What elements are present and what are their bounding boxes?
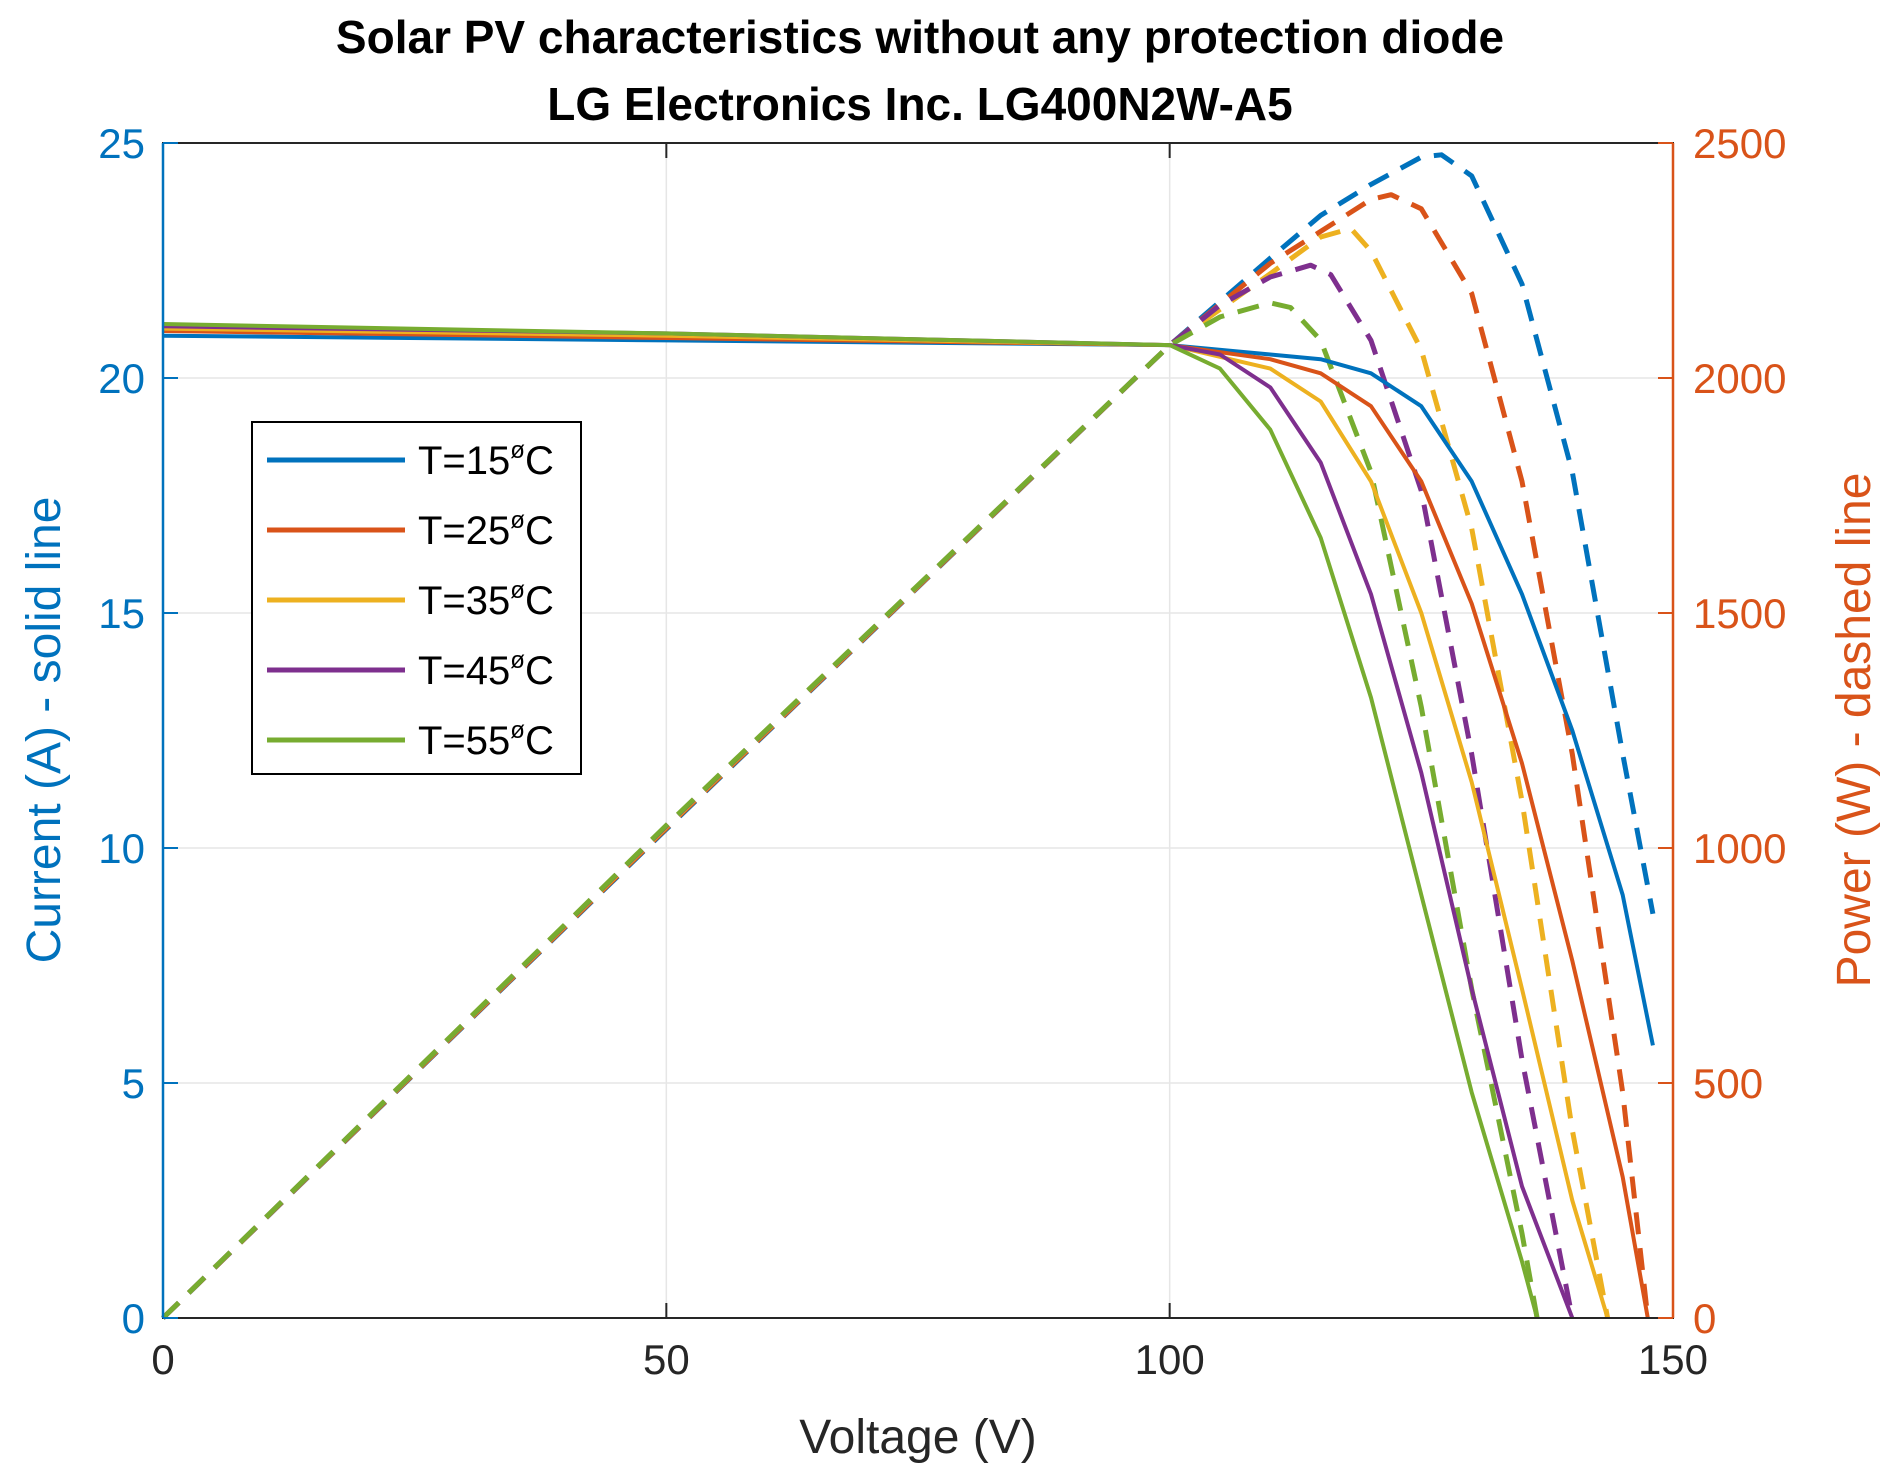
right-axis-label: Power (W) - dashed line: [1828, 473, 1881, 988]
legend-label-1: T=15øC: [418, 437, 554, 483]
x-tick-label: 100: [1135, 1336, 1205, 1383]
x-tick-label: 0: [151, 1336, 174, 1383]
legend-label-unit: C: [525, 509, 554, 553]
legend-label-degree: ø: [510, 717, 525, 744]
legend-label-prefix: T=55: [418, 719, 510, 763]
x-axis-label: Voltage (V): [799, 1411, 1036, 1464]
legend-label-prefix: T=25: [418, 509, 510, 553]
plot-series: [161, 152, 1656, 1320]
legend-label-degree: ø: [510, 647, 525, 674]
right-tick-label: 2500: [1693, 120, 1786, 167]
legend-label-5: T=55øC: [418, 717, 554, 763]
legend-label-3: T=35øC: [418, 577, 554, 623]
legend-label-prefix: T=45: [418, 649, 510, 693]
legend-label-4: T=45øC: [418, 647, 554, 693]
current-line-series-5: [162, 322, 1540, 1319]
left-tick-label: 25: [98, 120, 145, 167]
legend-label-degree: ø: [510, 437, 525, 464]
left-tick-label: 10: [98, 825, 145, 872]
legend-label-2: T=25øC: [418, 507, 554, 553]
legend-label-unit: C: [525, 439, 554, 483]
right-tick-label: 500: [1693, 1060, 1763, 1107]
left-tick-label: 0: [122, 1295, 145, 1342]
legend-label-degree: ø: [510, 507, 525, 534]
legend-label-unit: C: [525, 649, 554, 693]
power-line-series-2: [161, 192, 1651, 1320]
left-tick-label: 20: [98, 355, 145, 402]
power-line-series-3: [161, 226, 1611, 1320]
legend-label-unit: C: [525, 719, 554, 763]
legend-label-unit: C: [525, 579, 554, 623]
chart-title-line-2: LG Electronics Inc. LG400N2W-A5: [547, 78, 1293, 130]
left-axis-label: Current (A) - solid line: [18, 497, 71, 964]
right-tick-label: 1500: [1693, 590, 1786, 637]
x-tick-label: 50: [643, 1336, 690, 1383]
right-tick-label: 2000: [1693, 355, 1786, 402]
left-tick-label: 5: [122, 1060, 145, 1107]
right-tick-label: 0: [1693, 1295, 1716, 1342]
legend-label-prefix: T=35: [418, 579, 510, 623]
chart-title-line-1: Solar PV characteristics without any pro…: [336, 11, 1504, 63]
left-tick-label: 15: [98, 590, 145, 637]
legend-label-prefix: T=15: [418, 439, 510, 483]
power-line-series-4: [161, 262, 1575, 1320]
x-tick-label: 150: [1638, 1336, 1708, 1383]
right-tick-label: 1000: [1693, 825, 1786, 872]
legend-label-degree: ø: [510, 577, 525, 604]
